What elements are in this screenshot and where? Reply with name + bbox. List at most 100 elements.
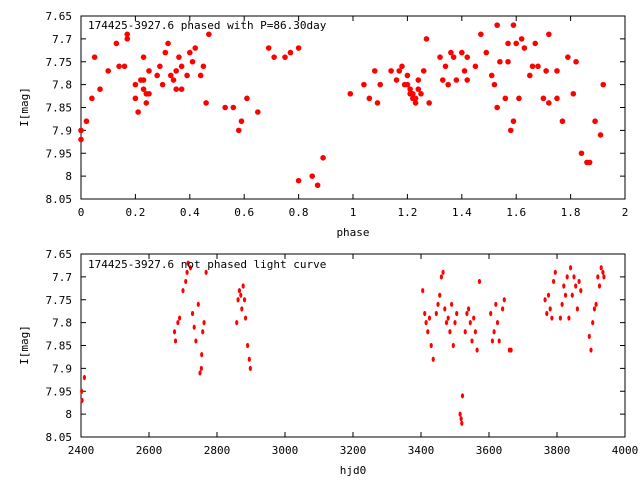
unphased-data-point <box>198 370 202 376</box>
unphased-data-point <box>570 292 574 298</box>
phased-data-point <box>140 54 147 60</box>
unphased-data-point <box>243 315 248 321</box>
unphased-data-point <box>596 274 600 280</box>
unphased-data-point <box>450 301 454 307</box>
unphased-y-tick-label: 7.65 <box>46 248 73 261</box>
phased-data-point <box>132 81 139 88</box>
phased-data-point <box>173 68 179 74</box>
unphased-data-point <box>560 301 564 307</box>
phased-data-points <box>78 22 607 189</box>
unphased-data-point <box>473 329 477 335</box>
unphased-data-point <box>181 288 185 294</box>
unphased-data-point <box>592 306 597 312</box>
unphased-y-axis-label: I[mag] <box>18 325 31 365</box>
phased-x-tick-label: 1.8 <box>561 206 581 219</box>
phased-x-tick-label: 0.6 <box>234 206 254 219</box>
phased-data-point <box>461 68 468 74</box>
unphased-data-points <box>80 260 606 426</box>
phased-data-point <box>361 81 367 88</box>
unphased-x-tick-label: 3000 <box>272 444 299 457</box>
phased-panel-title: 174425-3927.6 phased with P=86.30day <box>88 19 327 32</box>
unphased-data-point <box>574 283 578 289</box>
unphased-data-point <box>247 356 251 362</box>
unphased-x-tick-label: 3800 <box>544 444 571 457</box>
unphased-data-point <box>492 329 496 335</box>
phased-data-point <box>83 118 90 125</box>
phased-data-point <box>140 86 147 92</box>
unphased-x-tick-label: 3200 <box>340 444 367 457</box>
phased-data-point <box>271 54 277 60</box>
phased-data-point <box>140 77 147 83</box>
phased-data-point <box>89 95 95 102</box>
phased-data-point <box>78 127 84 134</box>
phased-data-point <box>494 22 500 28</box>
phased-x-tick-label: 2 <box>622 206 629 219</box>
unphased-data-point <box>463 329 467 335</box>
phased-data-point <box>374 100 381 106</box>
unphased-data-point <box>502 297 506 303</box>
unphased-data-point <box>468 320 472 326</box>
phased-data-point <box>497 58 503 65</box>
unphased-data-point <box>239 292 243 298</box>
unphased-data-point <box>599 265 603 271</box>
phased-data-point <box>165 40 171 47</box>
phased-data-point <box>559 118 566 125</box>
phased-plot-frame <box>80 15 626 200</box>
phased-data-point <box>423 36 430 42</box>
phased-data-point <box>420 68 427 74</box>
unphased-data-point <box>543 297 547 303</box>
unphased-x-tick-label: 2800 <box>204 444 231 457</box>
unphased-data-point <box>194 338 198 344</box>
unphased-data-point <box>202 320 206 326</box>
phased-data-point <box>412 100 419 106</box>
phased-data-point <box>412 95 419 102</box>
phased-data-point <box>132 95 139 102</box>
unphased-data-point <box>451 342 455 349</box>
unphased-x-tick-label: 2600 <box>136 444 163 457</box>
unphased-data-point <box>509 347 513 353</box>
phased-data-point <box>377 81 384 88</box>
phased-data-point <box>529 63 536 70</box>
phased-x-tick-label: 0 <box>78 206 85 219</box>
unphased-data-point <box>172 329 177 335</box>
unphased-data-point <box>497 338 501 344</box>
phased-y-tick-label: 7.75 <box>46 56 73 69</box>
unphased-x-tick-label: 4000 <box>612 444 639 457</box>
phased-data-point <box>157 63 163 70</box>
phased-data-point <box>554 68 560 74</box>
phased-y-axis-label: I[mag] <box>18 87 31 127</box>
phased-y-tick-label: 7.85 <box>46 102 73 115</box>
unphased-data-point <box>200 352 204 358</box>
unphased-data-point <box>441 269 445 275</box>
phased-data-point <box>464 54 471 60</box>
phased-x-tick-label: 0.8 <box>289 206 309 219</box>
phased-data-point <box>502 95 509 102</box>
unphased-data-point <box>460 393 465 399</box>
phased-data-point <box>154 72 160 79</box>
unphased-data-point <box>472 315 476 321</box>
phased-data-point <box>309 173 316 179</box>
phased-x-tick-label: 0.4 <box>180 206 200 219</box>
phased-y-ticks: 7.65 7.7 7.75 7.8 7.85 7.9 7.95 8 8.05 <box>46 10 625 206</box>
unphased-x-tick-label: 3600 <box>476 444 503 457</box>
phased-data-point <box>222 104 228 111</box>
unphased-data-point <box>459 416 463 422</box>
unphased-data-point <box>489 310 493 317</box>
phased-data-point <box>527 72 533 79</box>
unphased-data-point <box>591 320 595 326</box>
phased-data-point <box>448 49 454 56</box>
unphased-data-point <box>426 329 430 335</box>
unphased-data-point <box>567 315 571 321</box>
unphased-data-point <box>548 306 552 312</box>
unphased-data-point <box>80 388 84 394</box>
phased-data-point <box>565 54 571 60</box>
unphased-data-point <box>201 329 205 335</box>
unphased-data-point <box>579 288 583 294</box>
phased-data-point <box>453 77 460 83</box>
unphased-data-point <box>589 347 593 353</box>
phased-data-point <box>146 68 152 74</box>
phased-data-point <box>445 81 452 88</box>
phased-data-point <box>388 68 394 74</box>
unphased-data-point <box>563 292 568 298</box>
phased-data-point <box>197 72 204 79</box>
